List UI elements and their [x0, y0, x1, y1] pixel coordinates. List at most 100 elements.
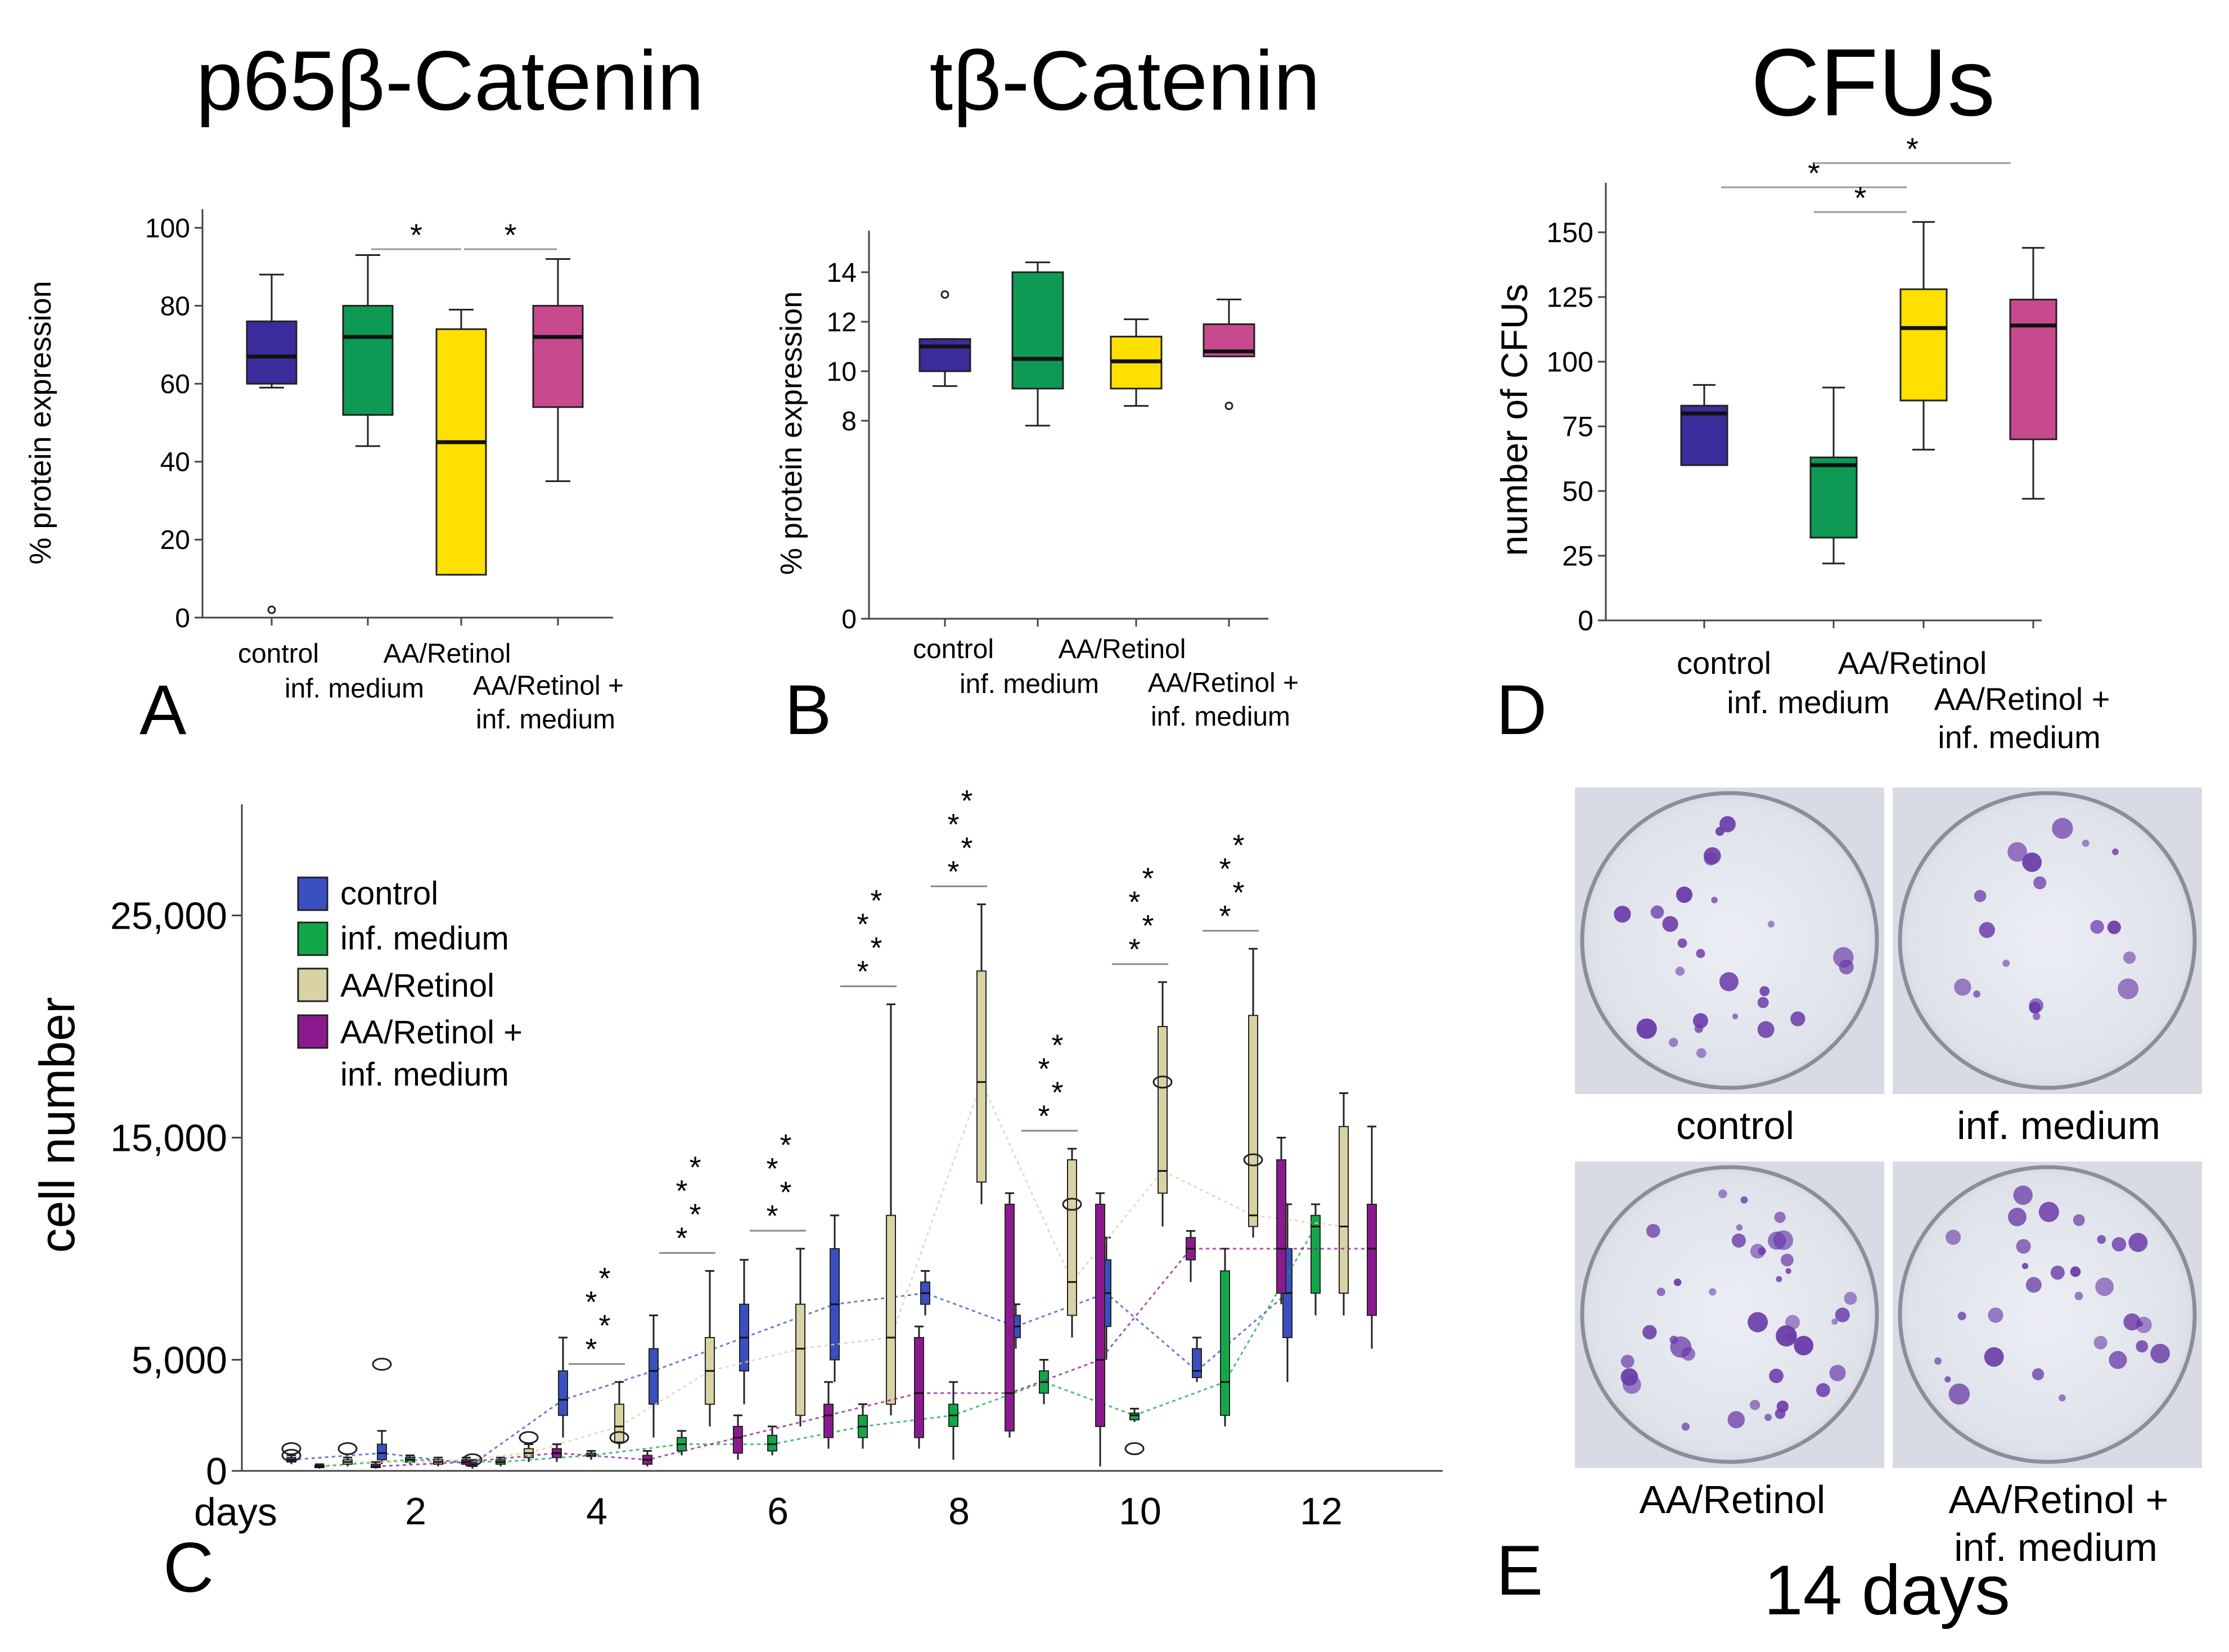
- colony-dot: [2150, 1344, 2171, 1363]
- panel-letter-d: D: [1496, 671, 1547, 749]
- colony-dot: [1769, 1369, 1784, 1383]
- box-body: [1005, 1204, 1015, 1432]
- significance-star: *: [1219, 852, 1231, 886]
- x-tick-label: 10: [1119, 1490, 1161, 1533]
- xlabel-aa-retinol-inf: inf. medium: [1151, 702, 1290, 732]
- series-control: [281, 1203, 1293, 1469]
- box-body: [1129, 1412, 1140, 1421]
- colony-dot: [2111, 1237, 2127, 1252]
- colony-dot: [2095, 1277, 2114, 1297]
- significance-star: *: [961, 831, 972, 865]
- significance-star: *: [947, 855, 959, 889]
- legend-swatch-aa-retinol-inf: [297, 1014, 328, 1049]
- colony-dot: [1692, 1013, 1708, 1029]
- box-body: [976, 970, 987, 1183]
- colony-dot: [1614, 906, 1631, 923]
- significance-star: *: [676, 1174, 687, 1208]
- colony-dot: [1767, 1231, 1786, 1250]
- colony-dot: [1816, 1383, 1830, 1397]
- box-body: [1095, 1204, 1105, 1427]
- y-tick-label: 0: [206, 1450, 227, 1493]
- y-tick-label: 20: [160, 525, 190, 555]
- legend-label-inf-medium: inf. medium: [340, 920, 509, 957]
- box-body: [1248, 1015, 1258, 1227]
- colony-dot: [1740, 1196, 1748, 1204]
- significance-star: *: [1906, 131, 1919, 166]
- outlier-point: [281, 1448, 301, 1462]
- y-tick-label: 60: [160, 370, 190, 399]
- significance-star: *: [1232, 876, 1244, 910]
- significance-star: *: [766, 1152, 778, 1186]
- box-body: [377, 1443, 387, 1461]
- colony-dot: [2052, 818, 2073, 839]
- box-control: [1680, 384, 1728, 628]
- significance-star: *: [1051, 1028, 1063, 1062]
- box-body: [1011, 271, 1064, 390]
- xlabel-aa-retinol: AA/Retinol: [1838, 645, 1987, 681]
- trend-line: [348, 1079, 1344, 1463]
- box-body: [435, 328, 487, 576]
- plate-dish-inf-medium: [1898, 791, 2197, 1090]
- y-tick-label: 80: [160, 291, 190, 321]
- outlier-point: [1152, 1075, 1173, 1089]
- panel-letter-a: A: [139, 671, 187, 749]
- significance-star: *: [947, 808, 959, 841]
- colony-dot: [1776, 1276, 1782, 1282]
- colony-dot: [2038, 1201, 2059, 1222]
- panel-letter-e: E: [1496, 1532, 1543, 1610]
- colony-dot: [2074, 1291, 2083, 1300]
- outlier-point: [281, 1442, 301, 1455]
- xlabel-inf-medium: inf. medium: [1727, 685, 1889, 720]
- xlabel-aa-retinol: AA/Retinol: [384, 639, 511, 669]
- colony-dot: [1988, 1307, 2003, 1323]
- plate-dish-control: [1580, 791, 1879, 1090]
- significance-star: *: [598, 1309, 610, 1343]
- y-tick-label: 5,000: [132, 1339, 227, 1382]
- colony-dot: [1844, 1291, 1857, 1305]
- colony-dot: [2070, 1266, 2081, 1277]
- colony-dot: [2033, 1012, 2041, 1020]
- colony-dot: [2007, 842, 2028, 862]
- panel-e-labels: control inf. medium AA/Retinol AA/Retino…: [1640, 1104, 2169, 1569]
- plate-dish-aa-retinol: [1580, 1165, 1879, 1464]
- panel-letter-c: C: [163, 1529, 214, 1607]
- colony-dot: [1794, 1335, 1814, 1356]
- colony-dot: [2059, 1394, 2066, 1402]
- colony-dot: [1974, 890, 1987, 902]
- y-tick-label: 0: [175, 604, 190, 633]
- significance-star: *: [1038, 1099, 1050, 1133]
- plate-label-aa-retinol-inf-1: AA/Retinol +: [1948, 1478, 2168, 1522]
- x-tick-label: 2: [405, 1490, 426, 1533]
- box-body: [1339, 1126, 1349, 1294]
- x-tick-label: 4: [586, 1490, 607, 1533]
- significance-star: *: [689, 1198, 701, 1232]
- panel-e-caption: 14 days: [1764, 1551, 2010, 1630]
- colony-dot: [1946, 1230, 1961, 1245]
- significance-star: *: [1142, 862, 1154, 895]
- box-body: [614, 1403, 624, 1443]
- colony-dot: [1984, 1347, 2004, 1367]
- trend-line: [291, 1292, 1288, 1465]
- panel-d-xlabels: control inf. medium AA/Retinol AA/Retino…: [1677, 645, 2110, 755]
- colony-dot: [1646, 1223, 1660, 1238]
- x-tick-label: 12: [1300, 1490, 1343, 1533]
- x-tick-label: 8: [948, 1490, 970, 1533]
- outlier-point: [337, 1442, 358, 1455]
- colony-dot: [1681, 1423, 1690, 1431]
- y-axis-label: % protein expression: [774, 291, 808, 575]
- series-aa-retinol: [337, 903, 1349, 1467]
- box-aa-retinol-inf-medium: [532, 258, 584, 625]
- colony-dot: [2022, 852, 2042, 872]
- colony-dot: [1662, 916, 1678, 932]
- colony-dot: [2002, 960, 2010, 967]
- colony-dot: [2008, 1208, 2027, 1227]
- colony-dot: [1785, 1315, 1800, 1330]
- panel-c-legend: control inf. medium AA/Retinol AA/Retino…: [297, 875, 523, 1093]
- colony-dot: [1774, 1212, 1786, 1223]
- significance-star: *: [1128, 933, 1140, 966]
- significance-star: *: [1232, 829, 1244, 862]
- colony-dot: [1704, 852, 1718, 866]
- box-body: [1899, 288, 1948, 402]
- colony-dot: [2118, 978, 2139, 1000]
- plate-label-inf-medium: inf. medium: [1957, 1104, 2160, 1147]
